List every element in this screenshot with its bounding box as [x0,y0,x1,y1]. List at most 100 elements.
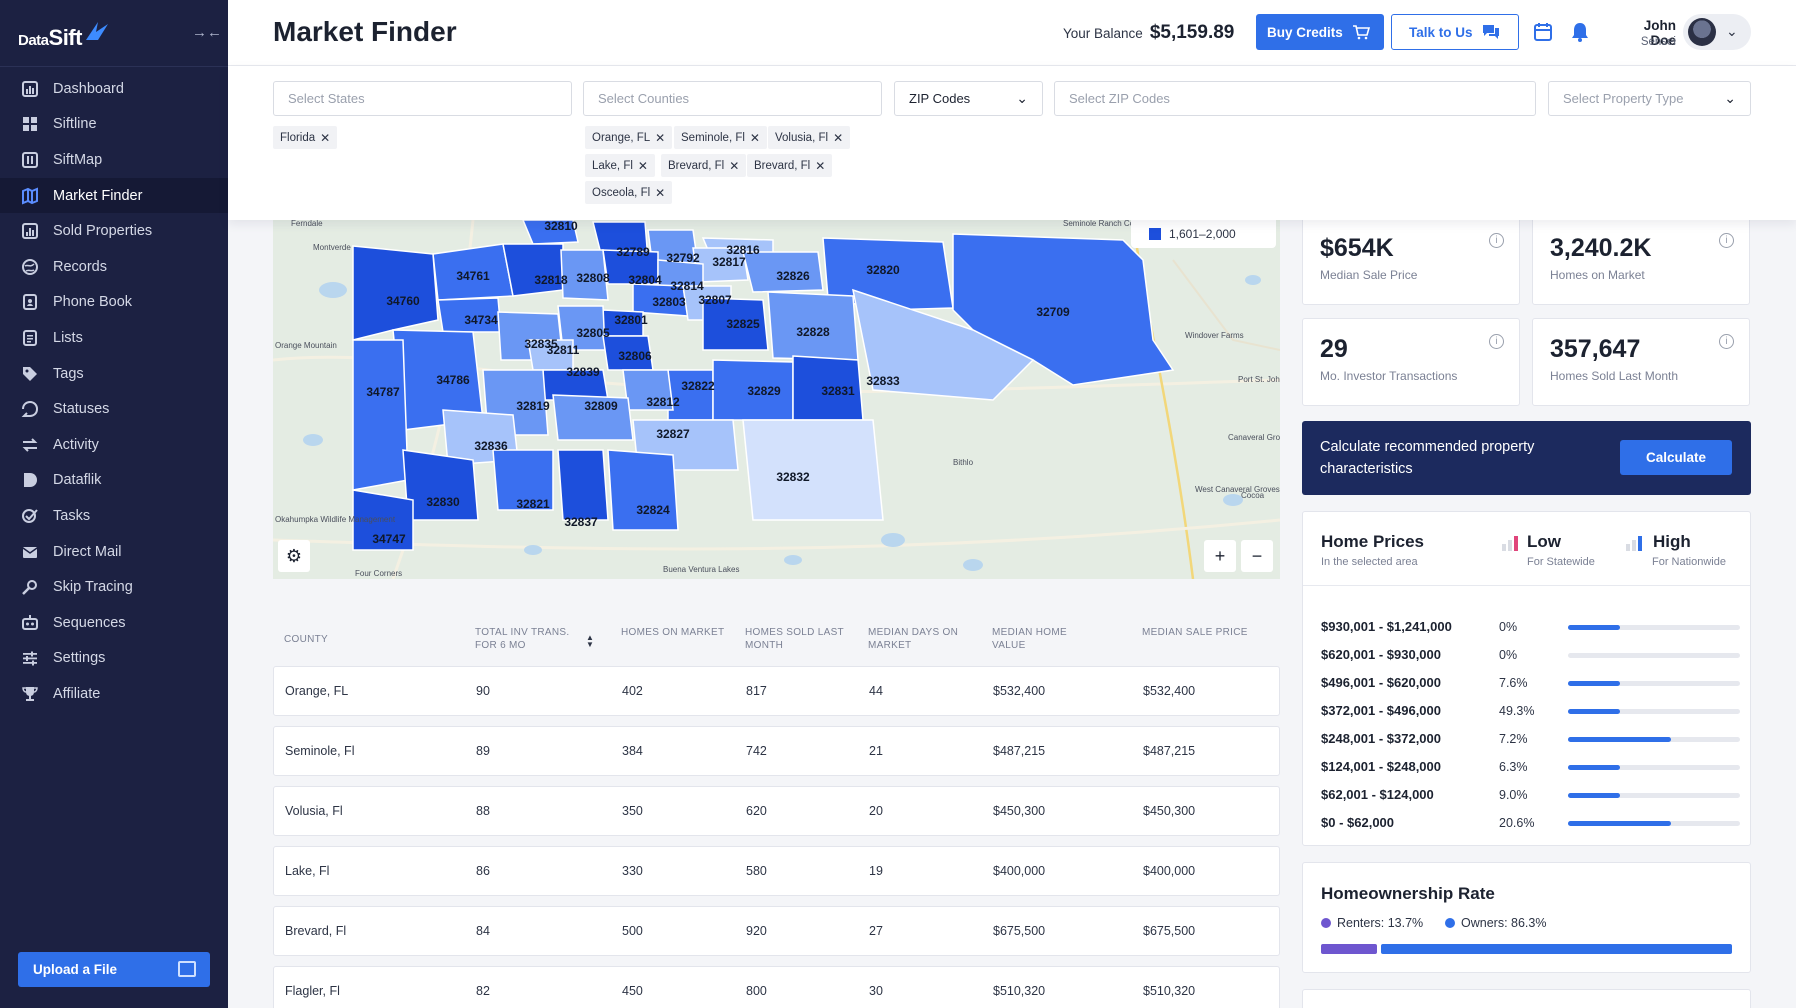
calculate-button[interactable]: Calculate [1620,440,1732,475]
low-bars-icon [1502,536,1518,551]
info-icon[interactable]: i [1489,233,1504,248]
zip-area-34760[interactable] [352,245,439,341]
column-header[interactable]: County [284,634,329,645]
table-cell: 30 [869,984,883,998]
filter-chip-label: Seminole, Fl [681,131,745,144]
info-icon[interactable]: i [1719,233,1734,248]
zip-area-32830[interactable] [402,449,479,521]
owners-dot [1445,918,1455,928]
zip-area-32824[interactable] [607,449,679,531]
table-row[interactable]: Lake, Fl 86 330 580 19 $400,000 $400,000 [273,846,1280,896]
column-header[interactable]: Total Inv Trans. for 6 mo [475,627,570,651]
table-row[interactable]: Volusia, Fl 88 350 620 20 $450,300 $450,300 [273,786,1280,836]
zoom-in-button[interactable]: + [1204,540,1236,572]
filter-bar: Select States Select Counties ZIP Codes ⌄… [228,66,1796,220]
close-icon[interactable]: ✕ [655,185,666,200]
table-row[interactable]: Seminole, Fl 89 384 742 21 $487,215 $487,215 [273,726,1280,776]
close-icon[interactable]: ✕ [320,130,331,145]
sidebar-item-records[interactable]: Records [0,249,228,285]
sort-icon[interactable]: ▲ ▼ [586,633,594,649]
zip-area-32821[interactable] [492,449,554,511]
counties-select[interactable]: Select Counties [583,81,882,116]
zip-label: 32831 [821,384,855,398]
sidebar-item-dataflik[interactable]: Dataflik [0,463,228,499]
sidebar-item-tasks[interactable]: Tasks [0,498,228,534]
bell-icon[interactable] [1569,21,1591,43]
sidebar-item-sequences[interactable]: Sequences [0,605,228,641]
zip-area-34787[interactable] [352,339,409,491]
close-icon[interactable]: ✕ [729,158,740,173]
sidebar-item-market-finder[interactable]: Market Finder [0,177,228,214]
sidebar-item-phone-book[interactable]: Phone Book [0,285,228,321]
close-icon[interactable]: ✕ [749,130,760,145]
sidebar-item-siftline[interactable]: Siftline [0,107,228,143]
phone-book-icon [20,293,39,312]
sidebar-divider [0,66,228,67]
legend-range: 1,601–2,000 [1169,227,1236,241]
zip-area-32810[interactable] [522,220,579,245]
zip-area-32833[interactable] [852,288,1035,401]
buy-credits-button[interactable]: Buy Credits [1256,14,1384,50]
info-icon[interactable]: i [1719,334,1734,349]
sidebar-item-settings[interactable]: Settings [0,641,228,677]
zip-mode-select[interactable]: ZIP Codes ⌄ [894,81,1043,116]
zip-area-34747[interactable] [352,489,414,551]
sold-chart-icon [20,222,39,241]
zip-area-32825[interactable] [702,297,769,351]
column-header[interactable]: Median Sale Price [1142,627,1248,638]
sidebar-item-label: Activity [53,436,99,453]
table-cell: $675,500 [993,924,1046,938]
map-layers-icon[interactable]: ⚙ [278,540,310,572]
table-row[interactable]: Brevard, Fl 84 500 920 27 $675,500 $675,500 [273,906,1280,956]
zip-label: 32835 [524,337,558,351]
talk-to-us-button[interactable]: Talk to Us [1391,14,1519,50]
sidebar-item-affiliate[interactable]: Affiliate [0,676,228,712]
home-prices-subtitle: In the selected area [1321,556,1418,568]
close-icon[interactable]: ✕ [637,158,648,173]
filter-chip-label: Lake, Fl [592,159,633,172]
table-cell: 920 [746,924,767,938]
sidebar-item-lists[interactable]: Lists [0,320,228,356]
sidebar-item-sold-properties[interactable]: Sold Properties [0,213,228,249]
price-range-row: $620,001 - $930,000 0% [1321,647,1741,667]
zip-area-32826[interactable] [742,251,824,293]
sidebar-item-skip-tracing[interactable]: Skip Tracing [0,569,228,605]
collapse-sidebar-icon[interactable]: →← [192,24,222,41]
talk-to-us-label: Talk to Us [1409,24,1473,40]
zip-area-32837[interactable] [557,449,609,521]
table-cell: 90 [476,684,490,698]
sidebar-item-activity[interactable]: Activity [0,427,228,463]
zip-area-32809[interactable] [552,394,634,441]
column-header[interactable]: Median Home Value [992,627,1067,651]
datasift-logo[interactable]: DataSift [18,18,110,58]
sidebar-item-tags[interactable]: Tags [0,356,228,392]
column-header[interactable]: Median Days on Market [868,627,959,651]
zip-codes-select[interactable]: Select ZIP Codes [1054,81,1536,116]
table-cell: 21 [869,744,883,758]
calendar-icon[interactable] [1532,21,1554,43]
sidebar-item-statuses[interactable]: Statuses [0,391,228,427]
price-bar-track [1568,653,1740,658]
sidebar-item-direct-mail[interactable]: Direct Mail [0,534,228,570]
states-select[interactable]: Select States [273,81,572,116]
property-type-select[interactable]: Select Property Type ⌄ [1548,81,1751,116]
zip-area-32818[interactable] [502,243,564,297]
column-header[interactable]: Homes Sold Last Month [745,627,844,651]
close-icon[interactable]: ✕ [655,130,666,145]
table-row[interactable]: Flagler, Fl 82 450 800 30 $510,320 $510,320 [273,966,1280,1008]
table-row[interactable]: Orange, FL 90 402 817 44 $532,400 $532,400 [273,666,1280,716]
zip-area-32832[interactable] [742,419,884,521]
user-menu[interactable]: ⌄ [1683,14,1751,50]
sidebar-item-dashboard[interactable]: Dashboard [0,71,228,107]
upload-file-button[interactable]: Upload a File [18,952,210,987]
zip-choropleth-map[interactable]: 32810 32789 32792 32816 32817 32826 32820 32709… [273,220,1280,579]
zip-area-32808[interactable] [560,249,609,301]
close-icon[interactable]: ✕ [815,158,826,173]
column-header[interactable]: Homes on Market [621,627,725,638]
stat-label: Homes Sold Last Month [1550,369,1679,383]
sidebar-item-siftmap[interactable]: SiftMap [0,142,228,178]
close-icon[interactable]: ✕ [833,130,844,145]
info-icon[interactable]: i [1489,334,1504,349]
zip-area-32812[interactable] [622,369,674,411]
zoom-out-button[interactable]: − [1241,540,1273,572]
